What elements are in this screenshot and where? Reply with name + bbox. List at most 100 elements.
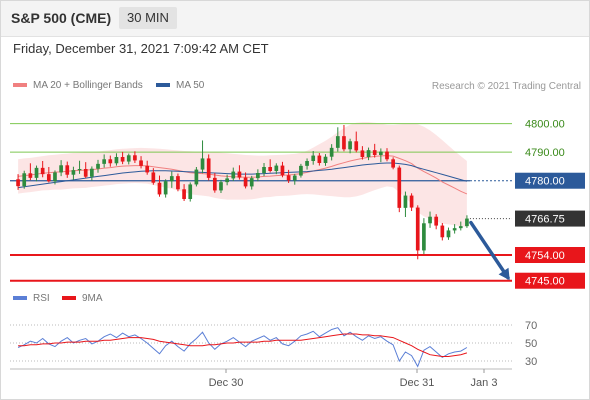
candle-body-4: [40, 167, 45, 175]
candle-body-46: [299, 165, 303, 176]
forecast-arrow-head: [498, 267, 510, 281]
candle-body-48: [311, 155, 316, 161]
candle-body-40: [262, 167, 266, 173]
candle-body-3: [34, 167, 39, 178]
rsi-line: [17, 327, 468, 368]
candle-body-12: [90, 168, 94, 177]
candle-body-61: [391, 159, 395, 168]
x-tick-label-2: Jan 3: [471, 377, 498, 389]
support-tag-4: [515, 272, 585, 289]
candle-body-53: [342, 136, 346, 150]
header-bar: S&P 500 (CME) 30 MIN: [0, 0, 590, 37]
candle-body-10: [77, 169, 82, 171]
candle-body-2: [28, 173, 33, 178]
legend-rsi: RSI: [13, 293, 50, 305]
ma9-swatch: [62, 296, 76, 301]
pivot-label-2: 4780.00: [525, 176, 565, 188]
instrument-title: S&P 500 (CME): [11, 10, 112, 26]
candle-body-15: [108, 159, 113, 164]
candle-body-7: [59, 165, 63, 173]
candle-body-62: [397, 167, 402, 208]
rsi-tick-label-0: 70: [525, 320, 537, 332]
candle-body-70: [446, 230, 451, 238]
candle-body-6: [53, 172, 57, 182]
current-price-tag: [515, 210, 585, 227]
candle-body-52: [335, 136, 340, 148]
candle-body-22: [151, 172, 156, 183]
candle-body-45: [292, 175, 297, 181]
candle-body-59: [379, 151, 383, 155]
candle-body-50: [323, 156, 328, 163]
candle-body-67: [428, 216, 432, 224]
rsi-swatch: [13, 296, 27, 301]
resistance-label-0: 4800.00: [525, 119, 565, 131]
candle-body-44: [286, 175, 291, 181]
ma50-swatch: [156, 83, 170, 88]
candle-body-13: [96, 163, 100, 169]
candle-body-58: [372, 150, 377, 155]
candle-body-30: [200, 158, 205, 170]
candle-body-23: [157, 182, 162, 195]
candle-body-73: [465, 218, 469, 227]
candle-body-71: [452, 228, 457, 231]
rsi-ma9-line: [18, 333, 468, 357]
candle-body-31: [206, 158, 211, 178]
candle-body-16: [114, 157, 119, 164]
candle-body-65: [415, 207, 420, 251]
candle-body-64: [409, 195, 414, 208]
candle-body-36: [237, 171, 242, 178]
candle-body-66: [422, 223, 426, 251]
candle-body-57: [366, 150, 371, 157]
resistance-label-1: 4790.00: [525, 147, 565, 159]
candle-body-19: [133, 155, 137, 161]
candle-body-34: [225, 178, 229, 183]
candle-body-47: [305, 161, 309, 166]
ma20-swatch: [13, 83, 27, 88]
timeframe-badge[interactable]: 30 MIN: [119, 7, 177, 29]
candle-body-68: [434, 216, 439, 226]
candle-body-21: [145, 165, 150, 173]
candle-body-28: [188, 184, 193, 199]
candle-body-14: [102, 159, 106, 164]
candle-body-63: [403, 195, 408, 208]
candle-body-18: [126, 155, 131, 162]
legend-ma20-label: MA 20 + Bollinger Bands: [33, 80, 143, 91]
support-tag-3: [515, 247, 585, 263]
candle-body-72: [458, 226, 463, 229]
candle-body-39: [256, 173, 260, 179]
candle-body-35: [231, 171, 236, 179]
x-tick-label-1: Dec 31: [400, 377, 435, 389]
candle-body-60: [385, 151, 389, 160]
candle-body-33: [219, 182, 223, 191]
legend-ma50-label: MA 50: [176, 80, 205, 91]
support-label-3: 4754.00: [525, 250, 565, 262]
datetime-label: Friday, December 31, 2021 7:09:42 AM CET: [13, 41, 269, 56]
rsi-tick-label-1: 50: [525, 338, 537, 350]
current-price-label: 4766.75: [525, 214, 565, 226]
candle-body-38: [249, 178, 254, 187]
candle-body-0: [16, 179, 20, 187]
candle-body-27: [182, 189, 186, 199]
candle-body-41: [268, 167, 273, 171]
forecast-arrow-shaft: [469, 220, 510, 280]
candle-body-51: [329, 147, 334, 157]
candle-body-20: [139, 160, 143, 166]
candle-body-56: [360, 150, 365, 157]
candle-body-5: [46, 174, 51, 182]
candle-body-32: [212, 177, 217, 191]
candle-body-42: [274, 165, 279, 171]
pivot-tag-2: [515, 172, 585, 189]
candle-body-24: [163, 181, 168, 195]
legend-9ma-label: 9MA: [82, 293, 103, 304]
legend-ma50: MA 50: [156, 80, 204, 92]
candle-body-9: [71, 170, 76, 175]
candle-body-1: [22, 173, 27, 187]
candle-body-49: [317, 155, 322, 163]
candle-body-17: [120, 157, 125, 162]
legend-9ma: 9MA: [62, 293, 103, 305]
support-label-4: 4745.00: [525, 276, 565, 288]
legend-ma20: MA 20 + Bollinger Bands: [13, 80, 143, 92]
candle-body-55: [354, 141, 359, 151]
